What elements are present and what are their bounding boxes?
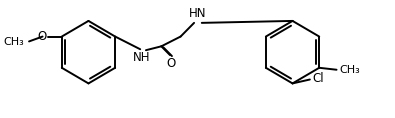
Text: CH₃: CH₃ bbox=[4, 37, 24, 47]
Text: CH₃: CH₃ bbox=[339, 65, 360, 75]
Text: NH: NH bbox=[134, 51, 151, 64]
Text: O: O bbox=[166, 57, 176, 70]
Text: HN: HN bbox=[189, 7, 207, 20]
Text: Cl: Cl bbox=[313, 72, 324, 85]
Text: O: O bbox=[37, 30, 46, 43]
